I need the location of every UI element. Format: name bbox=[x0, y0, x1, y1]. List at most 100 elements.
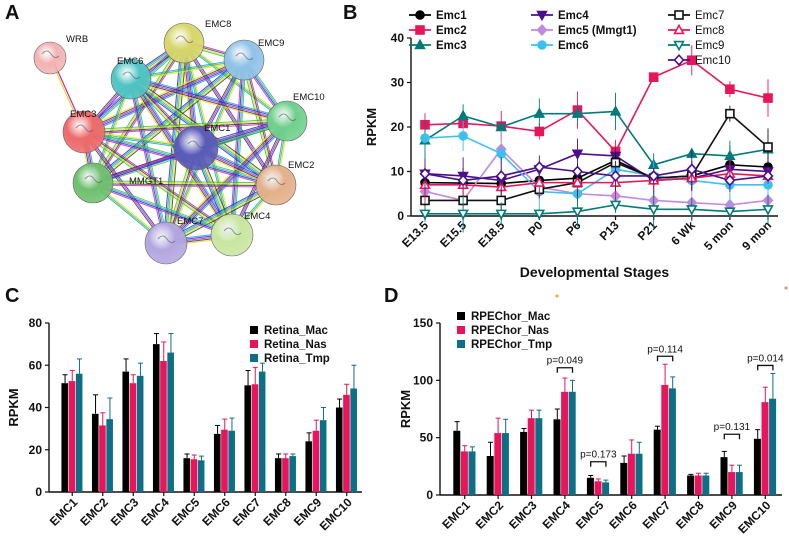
data-point bbox=[686, 205, 698, 216]
bar bbox=[635, 453, 643, 495]
p-value-label: p=0.114 bbox=[647, 344, 683, 355]
legend-marker bbox=[415, 25, 425, 35]
network-edge bbox=[82, 132, 166, 245]
bar bbox=[305, 441, 313, 492]
data-point bbox=[533, 209, 546, 221]
network-node: EMC7 bbox=[144, 216, 203, 265]
legend-item: RPEChor_Tmp bbox=[457, 339, 552, 351]
legend-item: Emc2 bbox=[409, 25, 467, 37]
data-point bbox=[495, 169, 507, 182]
p-value-label: p=0.131 bbox=[714, 422, 751, 433]
bar bbox=[75, 373, 83, 492]
data-point bbox=[571, 149, 584, 160]
series-0 bbox=[453, 408, 761, 495]
x-tick-label: EMC10 bbox=[317, 495, 355, 533]
legend-swatch bbox=[250, 326, 258, 334]
network-edge bbox=[83, 131, 167, 244]
data-point bbox=[533, 176, 546, 187]
y-axis-title: RPKM bbox=[364, 108, 379, 146]
x-tick-label: 5 mon bbox=[701, 218, 736, 253]
bar bbox=[274, 458, 282, 492]
panel-letter-d: D bbox=[384, 285, 398, 307]
network-node-label: EMC8 bbox=[205, 19, 231, 30]
legend-item: Emc7 bbox=[668, 10, 724, 22]
x-tick-label: EMC6 bbox=[606, 498, 640, 532]
network-edge bbox=[129, 79, 166, 244]
legend-marker bbox=[537, 40, 547, 50]
legend-label: Emc2 bbox=[436, 25, 467, 37]
network-node-label: EMC2 bbox=[288, 160, 314, 171]
network-edge bbox=[131, 75, 288, 119]
network-node: EMC6 bbox=[110, 56, 152, 100]
retina-bar-chart-panel: 020406080RPKMEMC1EMC2EMC3EMC4EMC5EMC6EMC… bbox=[6, 316, 362, 533]
network-node-ball bbox=[163, 22, 205, 64]
network-node-label: WRB bbox=[66, 34, 88, 45]
y-axis-title: RPKM bbox=[398, 390, 413, 428]
network-node: EMC2 bbox=[255, 160, 314, 206]
network-edge bbox=[92, 183, 276, 187]
data-point bbox=[533, 161, 545, 174]
legend-label: Emc8 bbox=[695, 25, 724, 37]
network-edge bbox=[82, 133, 232, 238]
network-edge bbox=[163, 118, 286, 242]
bar bbox=[183, 458, 191, 492]
bar bbox=[728, 472, 736, 495]
series-line bbox=[424, 166, 769, 182]
p-value-label: p=0.173 bbox=[580, 450, 617, 461]
legend-swatch bbox=[457, 340, 465, 348]
annotations: p=0.049 p=0.173 p=0.114 p=0.131 p=0.014 bbox=[547, 344, 784, 467]
network-edge bbox=[84, 130, 168, 243]
network-node-ball bbox=[72, 162, 114, 204]
bar bbox=[627, 453, 635, 495]
network-node: EMC10 bbox=[266, 92, 325, 142]
bar bbox=[594, 481, 602, 495]
bar bbox=[61, 383, 69, 492]
bar bbox=[122, 371, 130, 492]
bar bbox=[312, 430, 320, 492]
bar bbox=[244, 385, 252, 492]
legend-label: Emc4 bbox=[558, 10, 589, 22]
network-node-ball bbox=[110, 58, 152, 100]
x-axis-title: Developmental Stages bbox=[520, 264, 670, 280]
data-point bbox=[609, 200, 622, 212]
bar bbox=[486, 456, 494, 495]
y-tick-label: 10 bbox=[391, 165, 405, 179]
network-node: EMC4 bbox=[210, 211, 270, 257]
network-edge bbox=[130, 78, 288, 122]
bar bbox=[661, 384, 669, 495]
bar bbox=[136, 375, 144, 492]
network-edge bbox=[229, 59, 243, 235]
data-point bbox=[457, 174, 469, 187]
legend-label: Emc6 bbox=[558, 40, 589, 52]
protein-structure-icon bbox=[75, 124, 94, 133]
network-edge bbox=[93, 180, 233, 234]
legend-label: RPEChor_Mac bbox=[471, 311, 551, 323]
y-tick-label: 80 bbox=[29, 316, 43, 330]
network-edge bbox=[131, 77, 288, 121]
legend-label: Retina_Tmp bbox=[264, 353, 330, 365]
x-tick-label: E18.5 bbox=[475, 218, 507, 250]
legend-label: Emc3 bbox=[436, 40, 467, 52]
network-edge bbox=[131, 78, 168, 243]
x-tick-label: EMC8 bbox=[673, 498, 707, 532]
protein-structure-icon bbox=[223, 227, 242, 236]
legend-marker bbox=[536, 10, 548, 22]
x-tick-label: EMC1 bbox=[47, 495, 81, 529]
p-value-label: p=0.014 bbox=[747, 353, 784, 364]
network-node-ball bbox=[210, 213, 254, 257]
legend-item: RPEChor_Nas bbox=[457, 325, 549, 337]
x-tick-label: P0 bbox=[525, 218, 546, 239]
bar bbox=[520, 431, 528, 495]
bar bbox=[343, 394, 350, 492]
protein-structure-icon bbox=[175, 35, 194, 44]
network-edge bbox=[92, 184, 276, 188]
bar bbox=[319, 420, 327, 492]
network-edge bbox=[83, 59, 245, 133]
legend-label: Emc10 bbox=[695, 55, 731, 67]
network-edge bbox=[130, 81, 287, 125]
bar bbox=[167, 352, 174, 492]
bar bbox=[702, 475, 710, 495]
y-tick-label: 50 bbox=[420, 431, 434, 445]
y-tick-label: 30 bbox=[391, 76, 405, 90]
data-point bbox=[457, 109, 469, 121]
